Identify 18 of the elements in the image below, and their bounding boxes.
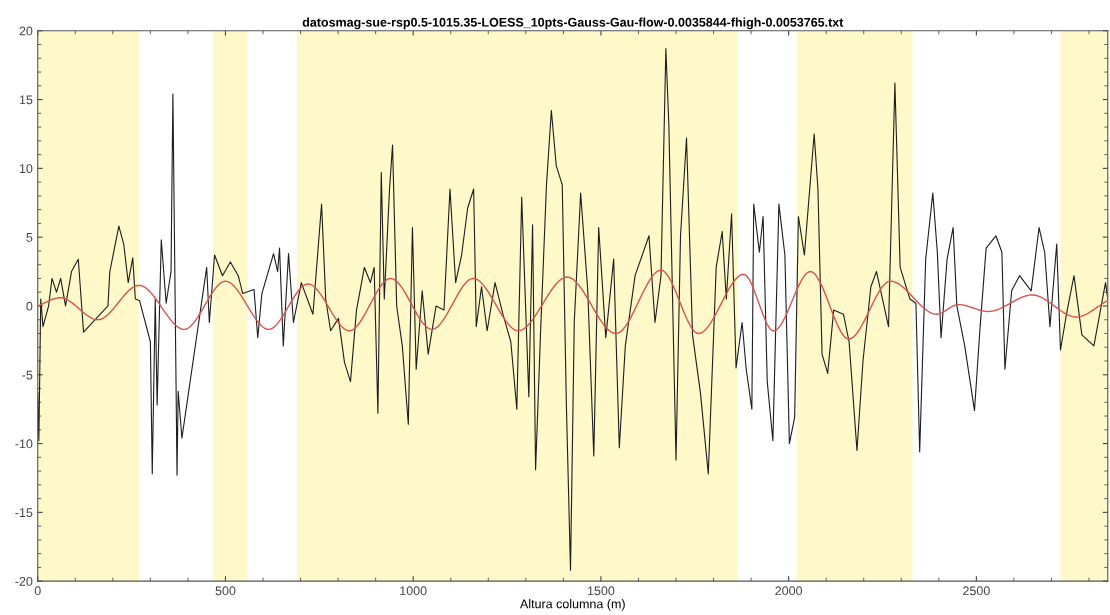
- y-tick-label: 5: [26, 233, 33, 242]
- y-tick-label: 0: [26, 301, 33, 311]
- x-tick-label: 500: [215, 586, 236, 596]
- y-tick-label: 10: [19, 164, 33, 174]
- chart-title: datosmag-sue-rsp0.5-1015.35-LOESS_10pts-Gauss-Gau-flow-0.0035844-fhigh-0.0053765.txt: [302, 17, 844, 30]
- x-tick-label: 2000: [775, 586, 803, 596]
- x-tick-label: 1000: [400, 586, 427, 596]
- y-tick-label: -15: [15, 508, 33, 518]
- y-tick-label: -5: [22, 370, 33, 380]
- line-series: [37, 48, 1108, 571]
- y-tick-label: -10: [15, 439, 33, 449]
- y-tick-label: 20: [19, 26, 33, 36]
- x-axis-title: Altura columna (m): [520, 599, 625, 611]
- x-tick-label: 1500: [587, 586, 615, 596]
- x-tick-label: 2500: [963, 586, 990, 596]
- y-tick-label: -20: [15, 576, 33, 586]
- y-tick-label: 15: [19, 95, 33, 105]
- x-tick-label: 0: [34, 586, 41, 596]
